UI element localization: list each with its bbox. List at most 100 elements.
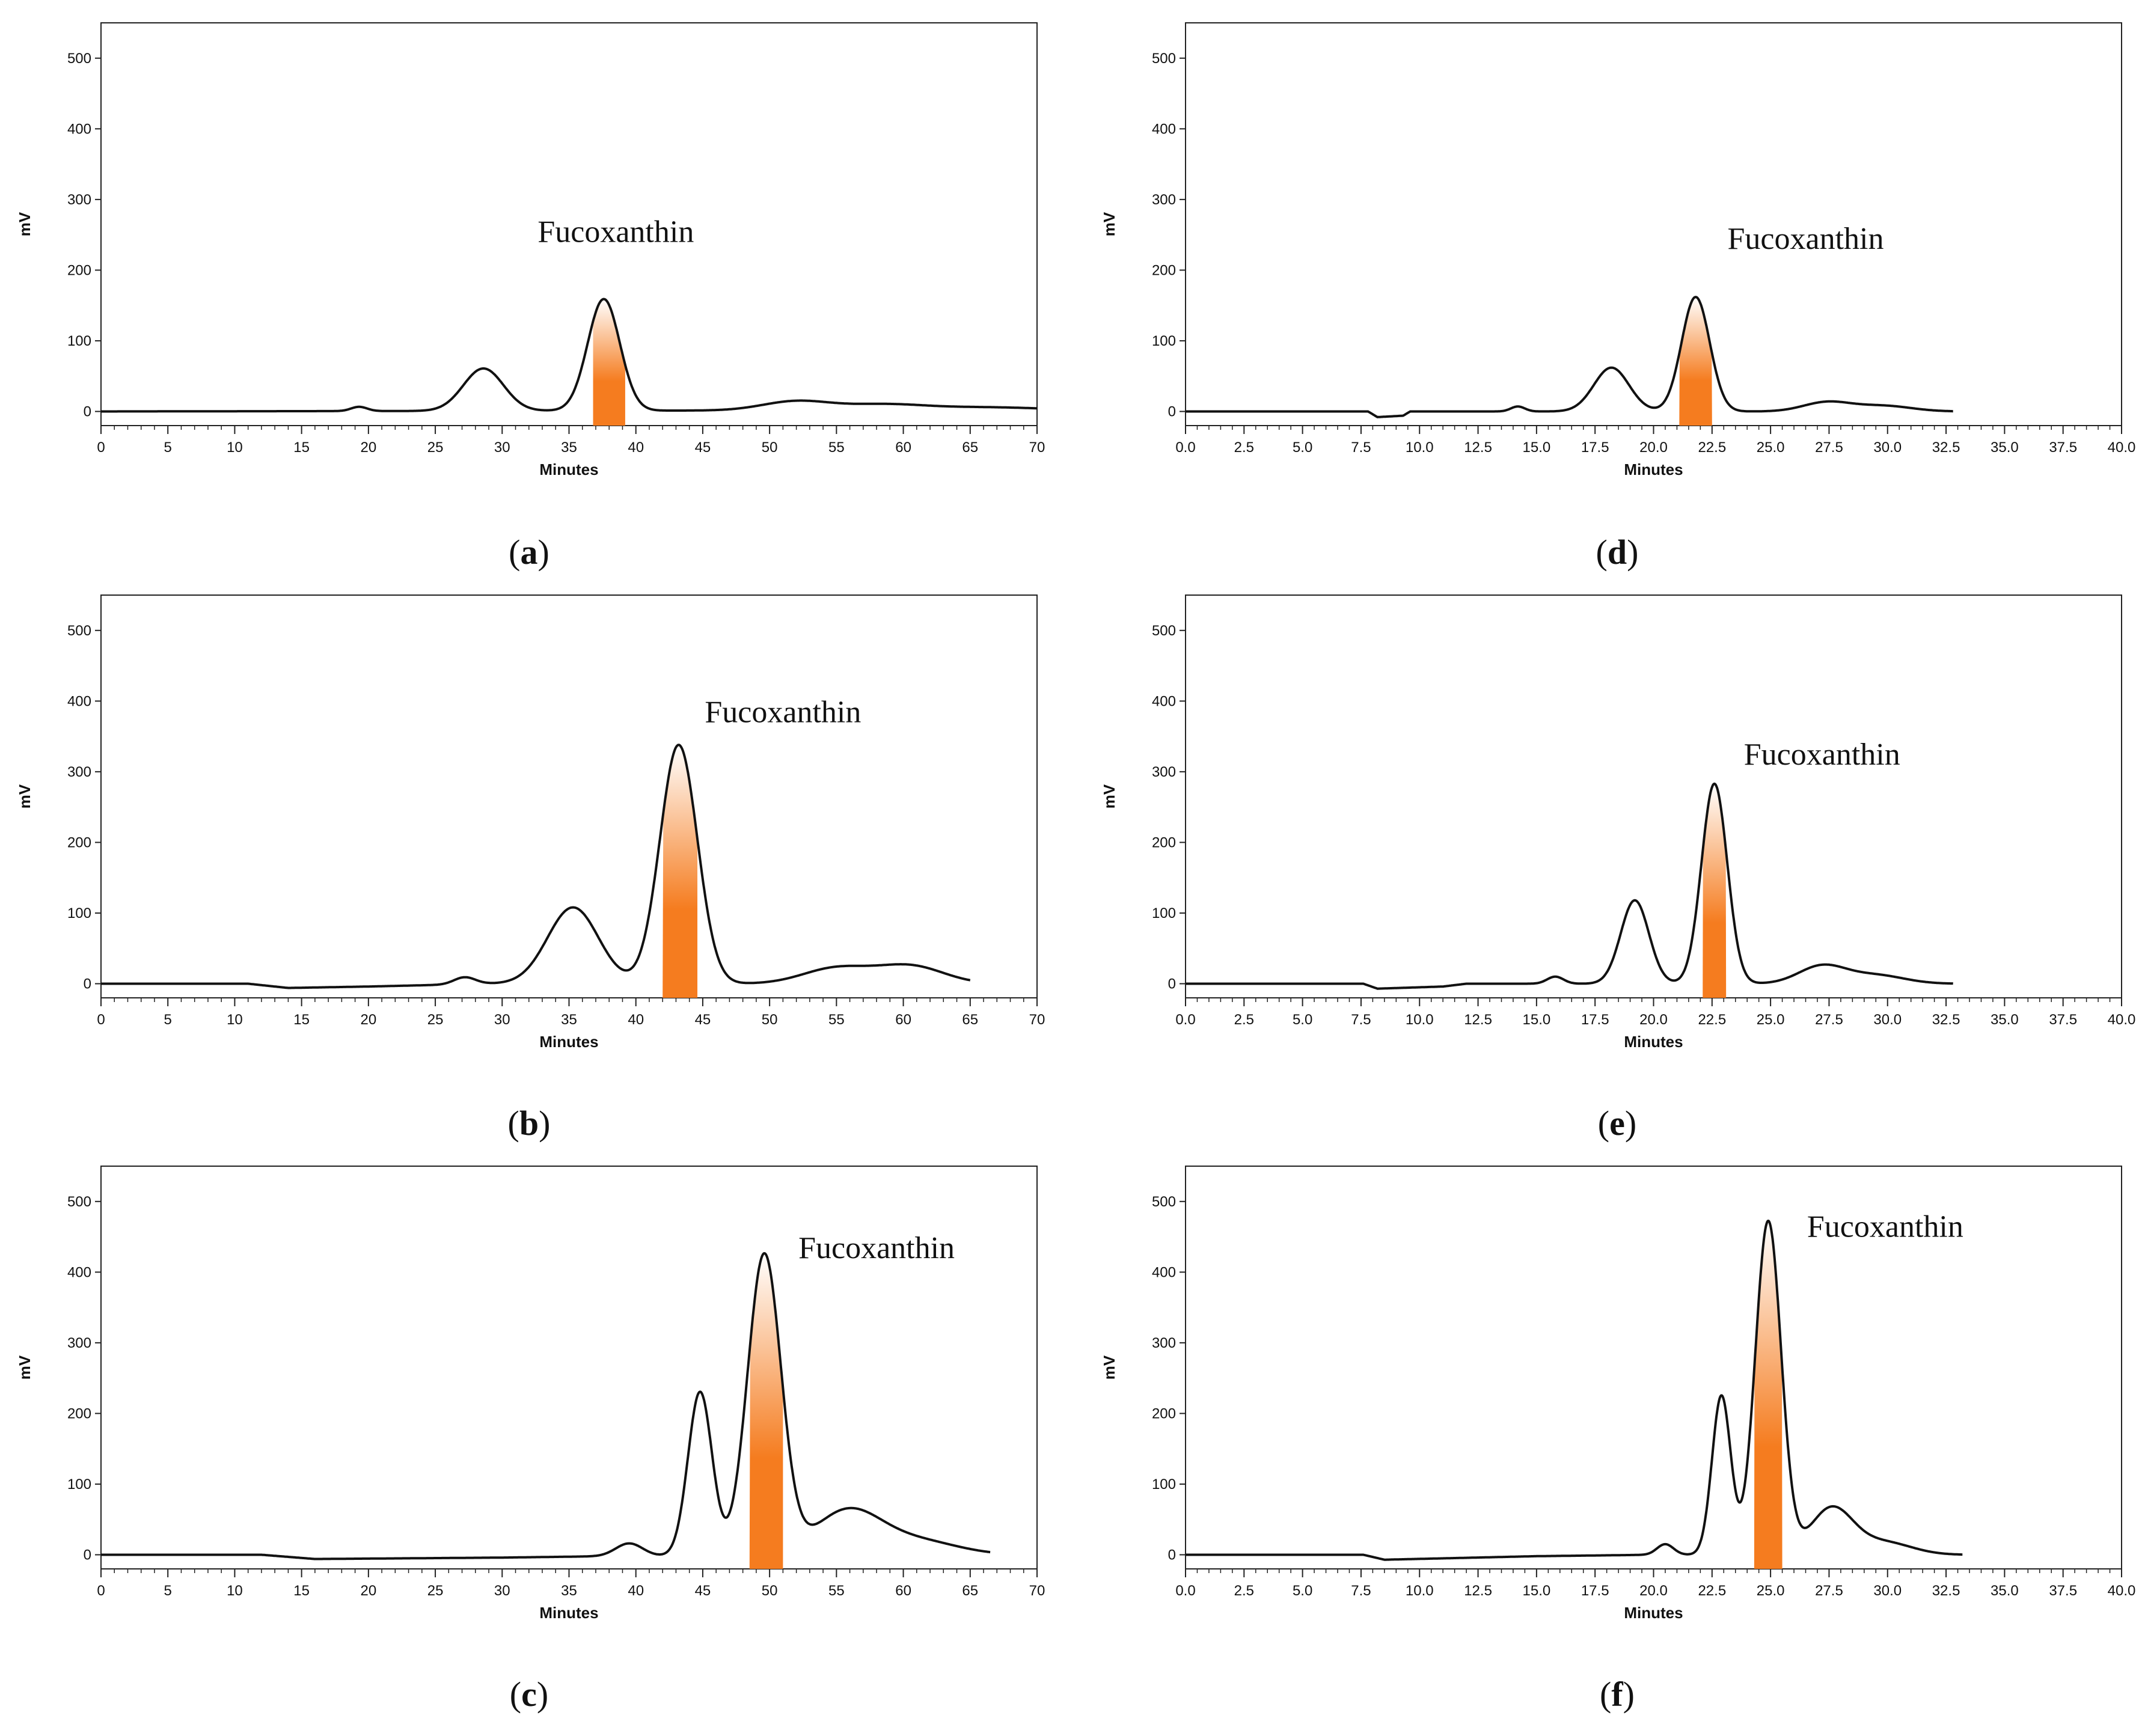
y-tick-label: 300 xyxy=(1152,192,1176,208)
y-tick-label: 300 xyxy=(1152,1335,1176,1351)
y-axis-label: mV xyxy=(1100,212,1118,236)
x-tick-label: 22.5 xyxy=(1698,439,1726,456)
y-tick-label: 300 xyxy=(67,192,91,208)
y-tick-label: 500 xyxy=(67,50,91,67)
fucoxanthin-peak-highlight xyxy=(593,299,625,426)
chart-panel-e: 0.0 2.5 5.0 7.5 10.0 12.5 15.0 17.5 20.0 22.5 25.0… xyxy=(1100,594,2135,1143)
panel-label: (a) xyxy=(509,533,549,572)
y-tick-label: 100 xyxy=(1152,905,1176,921)
x-tick-label: 32.5 xyxy=(1932,1583,1960,1599)
y-tick-label: 500 xyxy=(67,623,91,639)
x-tick-label: 37.5 xyxy=(2049,439,2077,456)
x-tick-label: 40.0 xyxy=(2108,439,2136,456)
y-tick-label: 400 xyxy=(1152,121,1176,137)
x-tick-label: 45 xyxy=(695,1012,711,1028)
x-tick-label: 5.0 xyxy=(1293,1012,1312,1028)
chromatogram-line xyxy=(1185,782,1954,990)
x-tick-label: 10.0 xyxy=(1406,439,1434,456)
x-tick-label: 55 xyxy=(828,1583,845,1599)
fucoxanthin-peak-highlight xyxy=(663,745,698,998)
y-tick-label: 400 xyxy=(1152,693,1176,709)
y-tick-label: 0 xyxy=(1168,1547,1176,1563)
x-tick-label: 35 xyxy=(561,439,577,456)
x-tick-label: 40 xyxy=(628,1583,644,1599)
x-tick-label: 2.5 xyxy=(1234,1583,1254,1599)
x-tick-label: 30.0 xyxy=(1873,1583,1902,1599)
chromatogram-line xyxy=(100,298,1038,413)
x-tick-label: 2.5 xyxy=(1234,1012,1254,1028)
x-tick-label: 20.0 xyxy=(1639,1583,1668,1599)
y-tick-label: 0 xyxy=(84,403,91,420)
x-tick-label: 22.5 xyxy=(1698,1012,1726,1028)
y-tick-label: 500 xyxy=(1152,50,1176,67)
x-tick-label: 5.0 xyxy=(1293,1583,1312,1599)
y-tick-label: 0 xyxy=(84,1547,91,1563)
x-tick-label: 0.0 xyxy=(1175,439,1195,456)
x-tick-label: 15.0 xyxy=(1523,1583,1551,1599)
x-tick-label: 40.0 xyxy=(2108,1583,2136,1599)
x-tick-label: 65 xyxy=(962,439,978,456)
x-tick-label: 17.5 xyxy=(1581,439,1609,456)
y-tick-label: 200 xyxy=(1152,1405,1176,1422)
x-axis-label: Minutes xyxy=(539,460,598,478)
y-tick-label: 200 xyxy=(67,834,91,851)
y-axis-label: mV xyxy=(1100,1355,1118,1380)
x-tick-label: 20 xyxy=(361,439,377,456)
x-tick-label: 45 xyxy=(695,1583,711,1599)
x-tick-label: 17.5 xyxy=(1581,1583,1609,1599)
y-tick-label: 200 xyxy=(67,262,91,278)
y-tick-label: 0 xyxy=(1168,403,1176,420)
y-tick-label: 100 xyxy=(1152,333,1176,349)
x-tick-label: 30 xyxy=(494,439,510,456)
x-tick-label: 30.0 xyxy=(1873,439,1902,456)
y-axis-label: mV xyxy=(16,1355,34,1380)
y-tick-label: 300 xyxy=(67,764,91,780)
x-tick-label: 25 xyxy=(427,1012,444,1028)
y-tick-label: 500 xyxy=(1152,623,1176,639)
x-tick-label: 27.5 xyxy=(1815,1012,1843,1028)
x-tick-label: 20 xyxy=(361,1583,377,1599)
x-tick-label: 25 xyxy=(427,1583,444,1599)
y-tick-label: 500 xyxy=(1152,1194,1176,1210)
chart-panel-c: 0 5 10 15 20 25 30 35 40 45 50 55 60 65 70 0 100 200 300 40… xyxy=(16,1166,1045,1714)
x-tick-label: 5 xyxy=(164,1012,172,1028)
x-tick-label: 40 xyxy=(628,439,644,456)
x-axis-label: Minutes xyxy=(1624,1604,1683,1622)
x-tick-label: 70 xyxy=(1029,1583,1045,1599)
x-tick-label: 12.5 xyxy=(1464,1012,1492,1028)
x-tick-label: 15 xyxy=(293,1583,310,1599)
x-tick-label: 0.0 xyxy=(1175,1012,1195,1028)
x-tick-label: 70 xyxy=(1029,439,1045,456)
x-tick-label: 0.0 xyxy=(1175,1583,1195,1599)
x-tick-label: 25 xyxy=(427,439,444,456)
x-tick-label: 5 xyxy=(164,1583,172,1599)
x-tick-label: 0 xyxy=(97,1583,105,1599)
chart-panel-b: 0 5 10 15 20 25 30 35 40 45 50 55 60 65 70 0 100 200 300 40… xyxy=(16,594,1045,1143)
x-tick-label: 7.5 xyxy=(1351,1012,1371,1028)
y-axis-label: mV xyxy=(1100,784,1118,808)
y-tick-label: 200 xyxy=(67,1405,91,1422)
chromatogram-line xyxy=(100,744,971,989)
chart-panel-a: 0 5 10 15 20 25 30 35 40 45 50 55 60 65 70 0 100 200 300 40… xyxy=(16,22,1045,572)
x-tick-label: 5 xyxy=(164,439,172,456)
y-tick-label: 100 xyxy=(67,905,91,921)
x-tick-label: 22.5 xyxy=(1698,1583,1726,1599)
x-tick-label: 20.0 xyxy=(1639,439,1668,456)
x-tick-label: 60 xyxy=(895,1583,911,1599)
x-tick-label: 10 xyxy=(227,1583,243,1599)
fucoxanthin-peak-highlight xyxy=(1703,783,1727,998)
x-tick-label: 0 xyxy=(97,439,105,456)
y-tick-label: 400 xyxy=(67,1264,91,1280)
chromatogram-line xyxy=(1185,1220,1963,1561)
panel-label: (b) xyxy=(508,1104,551,1143)
chart-panel-f: 0.0 2.5 5.0 7.5 10.0 12.5 15.0 17.5 20.0 22.5 25.0… xyxy=(1100,1166,2135,1714)
y-tick-label: 100 xyxy=(1152,1476,1176,1493)
fucoxanthin-annotation: Fucoxanthin xyxy=(1744,738,1900,772)
fucoxanthin-peak-highlight xyxy=(749,1253,783,1569)
x-tick-label: 65 xyxy=(962,1583,978,1599)
x-tick-label: 55 xyxy=(828,1012,845,1028)
x-tick-label: 50 xyxy=(762,1583,778,1599)
fucoxanthin-annotation: Fucoxanthin xyxy=(798,1231,955,1265)
panel-label: (d) xyxy=(1596,533,1639,572)
